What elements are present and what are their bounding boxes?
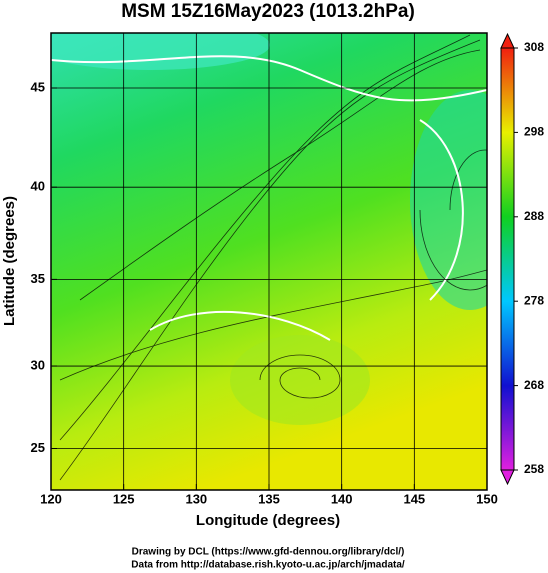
colorbar-tick-label: 278 [524, 293, 544, 307]
x-tick-label: 135 [258, 491, 280, 506]
y-tick-label: 45 [31, 79, 45, 94]
x-tick-label: 140 [331, 491, 353, 506]
colorbar-tick-label: 268 [524, 378, 544, 392]
footer-line: Data from http://database.rish.kyoto-u.a… [131, 560, 405, 571]
colorbar-tick-label: 258 [524, 462, 544, 476]
x-tick-label: 145 [403, 491, 425, 506]
x-tick-label: 125 [113, 491, 135, 506]
colorbar-tick-label: 288 [524, 209, 544, 223]
field [51, 33, 487, 490]
footer-line: Drawing by DCL (https://www.gfd-dennou.o… [132, 547, 405, 558]
colorbar-tick-label: 298 [524, 125, 544, 139]
x-tick-label: 150 [476, 491, 498, 506]
colorbar-arrow-top [500, 32, 515, 49]
y-tick-label: 25 [31, 440, 45, 455]
x-axis-label: Longitude (degrees) [196, 512, 340, 529]
colorbar-arrow-bottom [500, 469, 515, 486]
y-tick-label: 40 [31, 179, 45, 194]
colorbar-tick-label: 308 [524, 40, 544, 54]
x-tick-label: 130 [185, 491, 207, 506]
colorbar [500, 32, 515, 486]
y-tick-label: 35 [31, 271, 45, 286]
y-axis-label: Latitude (degrees) [1, 196, 18, 326]
x-tick-label: 120 [40, 491, 62, 506]
y-tick-label: 30 [31, 358, 45, 373]
title: MSM 15Z16May2023 (1013.2hPa) [121, 1, 415, 22]
